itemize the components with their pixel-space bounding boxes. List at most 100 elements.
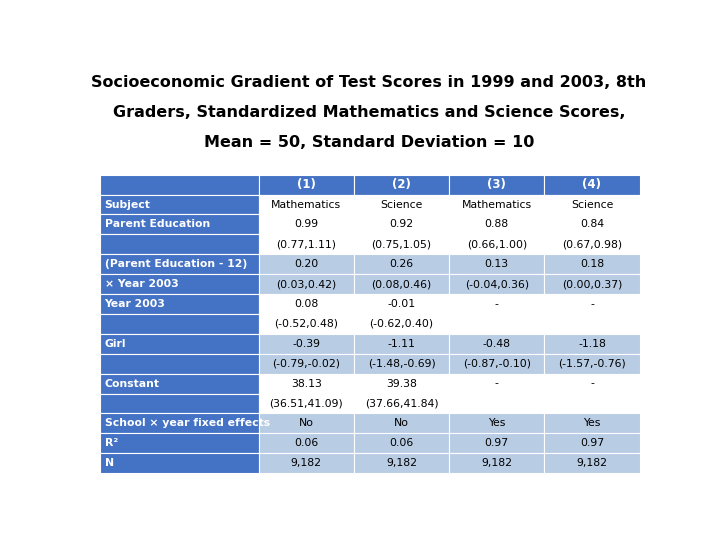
Text: R²: R²	[104, 438, 118, 448]
Bar	[100, 414, 258, 433]
Text: No: No	[394, 418, 409, 428]
Bar	[258, 175, 354, 194]
Text: -1.11: -1.11	[387, 339, 415, 349]
Text: (Parent Education - 12): (Parent Education - 12)	[104, 259, 247, 269]
Bar	[354, 254, 449, 274]
Bar	[544, 433, 639, 453]
Text: 0.08: 0.08	[294, 299, 318, 309]
Text: 0.18: 0.18	[580, 259, 604, 269]
Bar	[449, 433, 544, 453]
Bar	[544, 414, 639, 433]
Bar	[100, 374, 258, 394]
Bar	[544, 294, 639, 314]
Bar	[100, 314, 258, 334]
Text: (36.51,41.09): (36.51,41.09)	[269, 399, 343, 408]
Bar	[100, 354, 258, 374]
Bar	[449, 234, 544, 254]
Bar	[544, 254, 639, 274]
Text: 9,182: 9,182	[577, 458, 608, 468]
Bar	[449, 414, 544, 433]
Bar	[258, 274, 354, 294]
Bar	[354, 394, 449, 414]
Bar	[258, 374, 354, 394]
Bar	[449, 394, 544, 414]
Bar	[449, 214, 544, 234]
Text: N: N	[104, 458, 114, 468]
Text: Constant: Constant	[104, 379, 160, 389]
Text: -: -	[590, 379, 594, 389]
Text: School × year fixed effects: School × year fixed effects	[104, 418, 269, 428]
Text: 0.84: 0.84	[580, 219, 604, 230]
Text: (0.66,1.00): (0.66,1.00)	[467, 239, 527, 249]
Text: (4): (4)	[582, 178, 601, 191]
Text: (1): (1)	[297, 178, 316, 191]
Text: -: -	[495, 299, 499, 309]
Text: 0.99: 0.99	[294, 219, 318, 230]
Text: (37.66,41.84): (37.66,41.84)	[365, 399, 438, 408]
Text: 38.13: 38.13	[291, 379, 322, 389]
Bar	[449, 175, 544, 194]
Bar	[258, 314, 354, 334]
Bar	[354, 214, 449, 234]
Bar	[449, 314, 544, 334]
Bar	[449, 194, 544, 214]
Bar	[354, 414, 449, 433]
Text: × Year 2003: × Year 2003	[104, 279, 179, 289]
Bar	[100, 234, 258, 254]
Text: 0.20: 0.20	[294, 259, 318, 269]
Text: 9,182: 9,182	[386, 458, 417, 468]
Text: (0.75,1.05): (0.75,1.05)	[372, 239, 431, 249]
Text: Mathematics: Mathematics	[271, 200, 341, 210]
Bar	[544, 274, 639, 294]
Bar	[354, 234, 449, 254]
Bar	[100, 433, 258, 453]
Text: (0.03,0.42): (0.03,0.42)	[276, 279, 336, 289]
Text: (-0.52,0.48): (-0.52,0.48)	[274, 319, 338, 329]
Bar	[449, 453, 544, 473]
Text: -: -	[495, 379, 499, 389]
Text: 0.88: 0.88	[485, 219, 509, 230]
Bar	[258, 254, 354, 274]
Bar	[354, 175, 449, 194]
Bar	[100, 334, 258, 354]
Text: Mathematics: Mathematics	[462, 200, 532, 210]
Text: (3): (3)	[487, 178, 506, 191]
Bar	[449, 274, 544, 294]
Text: Year 2003: Year 2003	[104, 299, 166, 309]
Bar	[258, 294, 354, 314]
Bar	[449, 354, 544, 374]
Text: -1.18: -1.18	[578, 339, 606, 349]
Text: Subject: Subject	[104, 200, 150, 210]
Bar	[544, 453, 639, 473]
Text: (0.77,1.11): (0.77,1.11)	[276, 239, 336, 249]
Text: 0.26: 0.26	[390, 259, 413, 269]
Text: Yes: Yes	[488, 418, 505, 428]
Bar	[258, 394, 354, 414]
Bar	[100, 394, 258, 414]
Text: (2): (2)	[392, 178, 411, 191]
Bar	[354, 433, 449, 453]
Bar	[354, 334, 449, 354]
Bar	[100, 294, 258, 314]
Bar	[544, 314, 639, 334]
Bar	[354, 294, 449, 314]
Text: Socioeconomic Gradient of Test Scores in 1999 and 2003, 8th: Socioeconomic Gradient of Test Scores in…	[91, 75, 647, 90]
Bar	[258, 234, 354, 254]
Bar	[354, 374, 449, 394]
Text: Parent Education: Parent Education	[104, 219, 210, 230]
Bar	[100, 254, 258, 274]
Text: (0.67,0.98): (0.67,0.98)	[562, 239, 622, 249]
Bar	[449, 254, 544, 274]
Text: (-1.48,-0.69): (-1.48,-0.69)	[368, 359, 436, 369]
Bar	[258, 334, 354, 354]
Bar	[354, 314, 449, 334]
Text: Science: Science	[380, 200, 423, 210]
Bar	[100, 194, 258, 214]
Text: 0.13: 0.13	[485, 259, 509, 269]
Text: 9,182: 9,182	[481, 458, 512, 468]
Text: -0.39: -0.39	[292, 339, 320, 349]
Bar	[258, 354, 354, 374]
Text: No: No	[299, 418, 314, 428]
Bar	[258, 214, 354, 234]
Text: -: -	[590, 299, 594, 309]
